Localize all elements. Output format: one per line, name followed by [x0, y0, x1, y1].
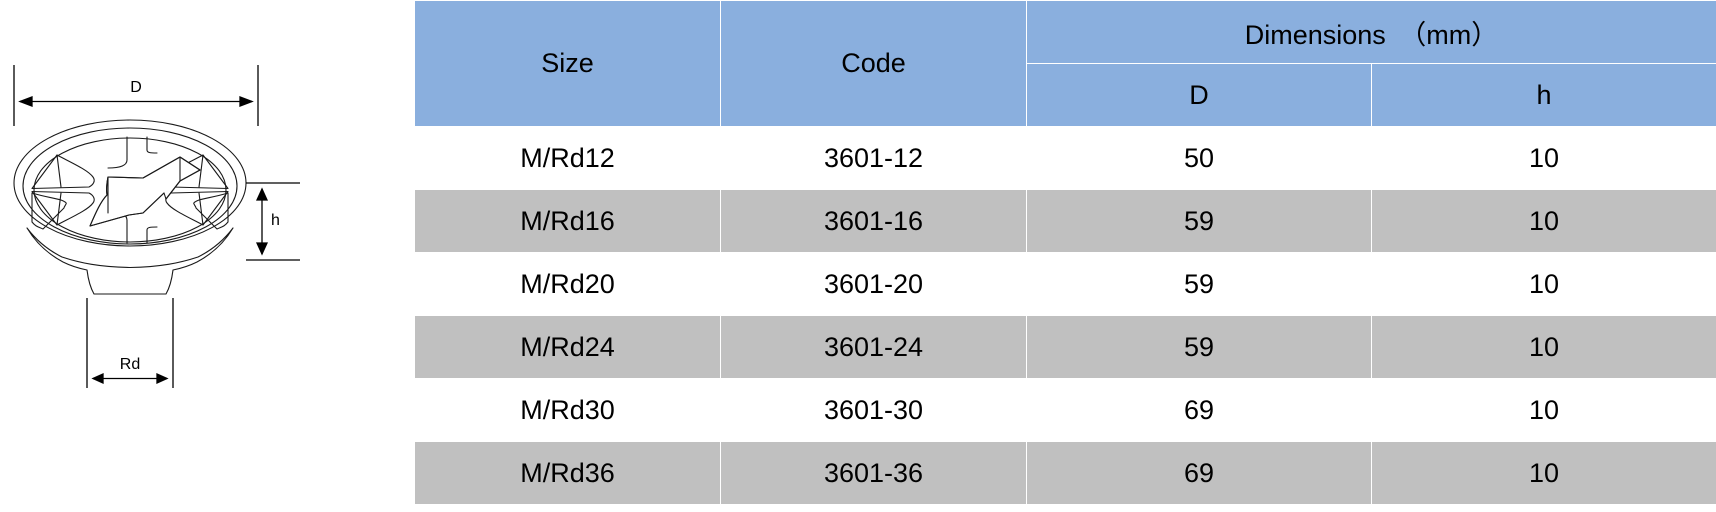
svg-text:h: h	[271, 212, 280, 229]
svg-text:Rd: Rd	[120, 356, 140, 373]
svg-text:D: D	[130, 79, 142, 96]
